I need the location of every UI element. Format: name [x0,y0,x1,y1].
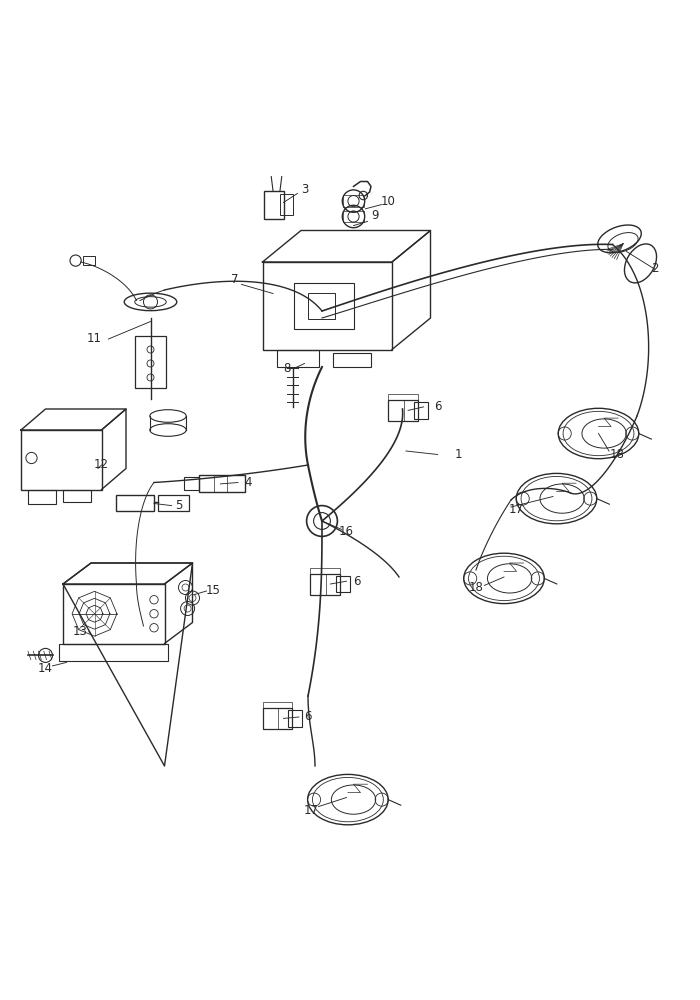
Text: 14: 14 [38,662,53,674]
Text: 7: 7 [231,273,238,286]
Bar [389,400,418,421]
Bar [60,644,168,661]
Bar [262,262,392,350]
Bar [63,584,164,644]
Text: 17: 17 [509,503,524,516]
Text: 12: 12 [94,458,109,471]
Text: 3: 3 [301,183,308,196]
Bar [264,191,284,219]
Bar [158,495,189,510]
Bar [389,394,418,400]
Bar [199,475,245,492]
Text: 2: 2 [651,262,658,275]
Bar [336,576,350,592]
Text: 18: 18 [468,581,484,594]
Text: 9: 9 [371,209,378,222]
Bar [343,195,364,207]
Bar [310,568,340,574]
Bar [116,495,154,510]
Bar [280,194,293,215]
Bar [262,702,292,708]
Bar [83,256,95,265]
Text: 17: 17 [304,804,319,817]
Bar [414,402,428,419]
Text: 13: 13 [73,625,88,638]
Text: 6: 6 [354,575,360,588]
Text: 1: 1 [455,448,462,461]
Bar [28,489,56,504]
Text: 6: 6 [434,400,441,413]
Text: 8: 8 [284,362,290,375]
Bar [308,293,335,319]
Text: 15: 15 [206,584,221,597]
Bar [276,350,318,367]
Text: 18: 18 [610,448,625,461]
Bar [184,477,199,489]
Bar [135,336,166,388]
Bar [332,353,371,367]
Text: 11: 11 [87,332,102,346]
Bar [294,283,354,328]
Text: 5: 5 [175,499,182,512]
Text: 16: 16 [339,525,354,538]
Bar [310,574,340,594]
Bar [262,708,292,729]
Bar [63,489,91,502]
Text: 4: 4 [245,476,252,489]
Bar [21,430,102,489]
Text: 10: 10 [381,195,396,208]
Bar [343,211,364,222]
Bar [288,710,302,727]
Text: 6: 6 [304,710,312,724]
